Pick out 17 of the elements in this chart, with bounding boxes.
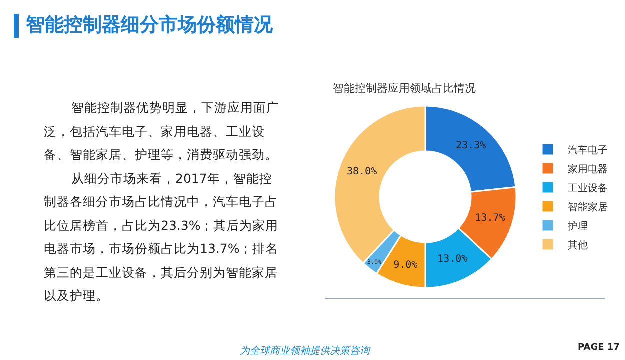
data-label: 23.3% <box>456 140 486 152</box>
data-label: 13.0% <box>438 254 468 266</box>
text: 智能控制器细分市场份额情况 <box>26 13 273 38</box>
legend-label: 其他 <box>568 237 588 252</box>
text: 为全球商业领袖提供决策咨询 <box>240 344 370 358</box>
legend-label: 汽车电子 <box>568 142 608 156</box>
data-label: 38.0% <box>346 166 378 178</box>
text: 从细分市场来看，2017年，智能控制器各细分市场占比情况中，汽车电子占比位居榜首，占比为23.3%；其后为家用电器市场，市场份额占比为13.7%；排名第三的是工业设备，其后分别为智能家居以及护理。 <box>44 170 280 305</box>
chart-subtitle: 智能控制器应用领域占比情况 <box>333 81 476 96</box>
legend-label: 家用电器 <box>568 161 608 176</box>
legend-label: 护理 <box>567 218 588 232</box>
data-label: 13.7% <box>475 213 506 224</box>
text: PAGE 17 <box>578 343 620 353</box>
legend-label: 工业设备 <box>568 180 608 194</box>
legend-label: 智能家居 <box>568 199 608 214</box>
data-label: 9.0% <box>394 260 418 271</box>
text: 智能控制器优势明显，下游应用面广泛，包括汽车电子、家用电器、工业设备、智能家居、护理等，消费驱动强劲。 <box>44 99 280 164</box>
